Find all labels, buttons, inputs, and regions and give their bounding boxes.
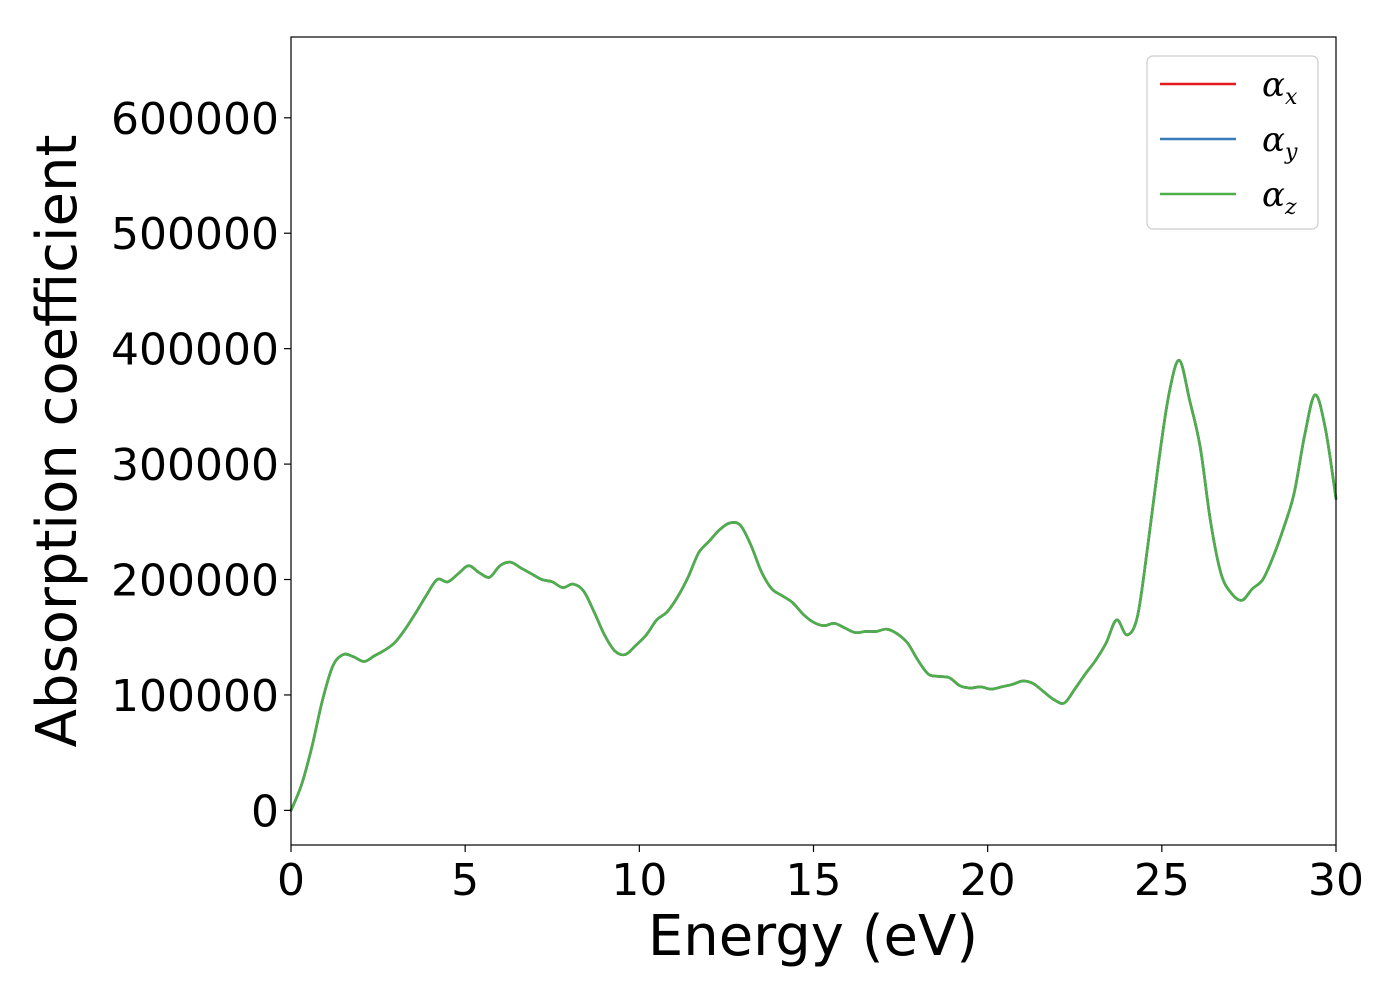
legend-label-1: αx	[1262, 65, 1298, 110]
series-line-3	[289, 358, 1338, 812]
y-axis-label: Absorption coefficient	[25, 135, 90, 748]
legend-label-3: αz	[1262, 175, 1297, 220]
x-tick-label: 0	[277, 855, 305, 906]
series-line-2	[289, 358, 1338, 812]
y-axis-ticks: 0 100000 200000 300000 400000 500000 600000	[111, 94, 291, 837]
legend: αx αy αz	[1146, 55, 1319, 230]
y-tick-label: 0	[251, 786, 279, 837]
series-layer	[289, 358, 1338, 812]
x-tick-label: 30	[1308, 855, 1364, 906]
y-tick-label: 400000	[111, 325, 279, 376]
series-line-1	[289, 358, 1338, 812]
y-tick-label: 500000	[111, 209, 279, 260]
x-tick-label: 5	[451, 855, 479, 906]
y-tick-label: 100000	[111, 671, 279, 722]
y-tick-label: 600000	[111, 94, 279, 145]
y-tick-label: 200000	[111, 556, 279, 607]
x-tick-label: 25	[1134, 855, 1190, 906]
x-tick-label: 10	[611, 855, 667, 906]
legend-box	[1146, 55, 1319, 230]
x-axis-ticks: 0 5 10 15 20 25 30	[277, 845, 1364, 906]
y-tick-label: 300000	[111, 440, 279, 491]
x-tick-label: 20	[960, 855, 1016, 906]
legend-label-2: αy	[1262, 120, 1298, 165]
x-tick-label: 15	[786, 855, 842, 906]
x-axis-label: Energy (eV)	[648, 904, 978, 969]
